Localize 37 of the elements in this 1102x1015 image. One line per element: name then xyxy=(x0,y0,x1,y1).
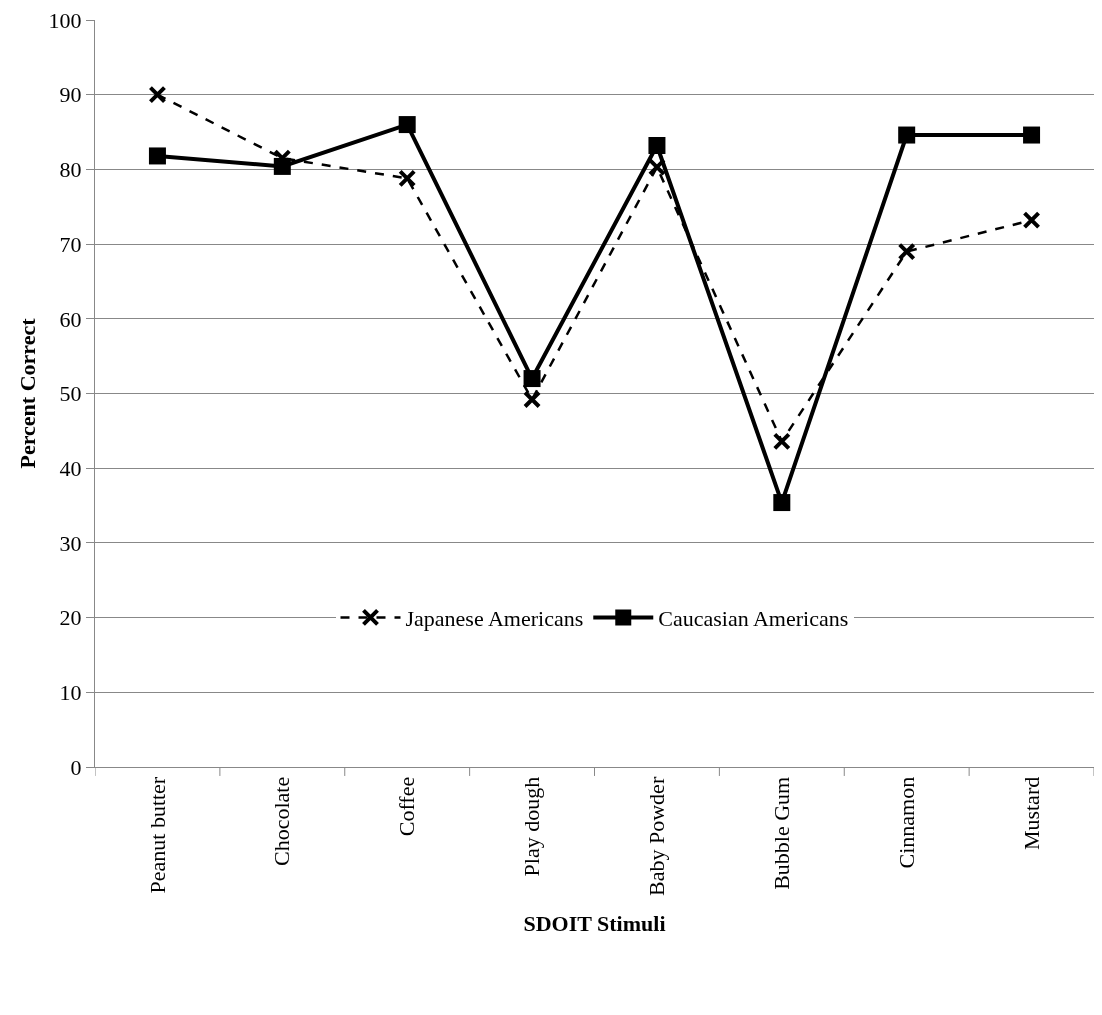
x-tick-label: Bubble Gum xyxy=(768,776,794,890)
point xyxy=(148,85,167,104)
point xyxy=(523,370,541,388)
point xyxy=(1023,126,1041,144)
y-tick-label: 90 xyxy=(59,82,82,108)
y-tick-label: 20 xyxy=(59,605,82,631)
point xyxy=(523,390,542,409)
x-tick-label: Chocolate xyxy=(269,776,295,866)
point xyxy=(773,494,791,512)
point xyxy=(897,242,916,261)
x-axis-title: SDOIT Stimuli xyxy=(523,910,666,936)
x-tick-label: Cinnamon xyxy=(893,776,919,869)
point xyxy=(648,137,666,154)
y-tick-label: 50 xyxy=(59,381,82,407)
point xyxy=(647,158,666,177)
x-tick-label: Coffee xyxy=(394,776,420,837)
point xyxy=(398,116,416,134)
y-tick-label: 100 xyxy=(48,7,82,33)
point xyxy=(398,169,417,188)
x-tick-label: Peanut butter xyxy=(144,776,170,894)
y-tick-label: 10 xyxy=(59,680,82,705)
legend-label: Caucasian Americans xyxy=(658,605,849,631)
point xyxy=(898,126,916,144)
y-axis-title: Percent Correct xyxy=(15,317,41,469)
y-tick-label: 0 xyxy=(70,754,82,780)
point xyxy=(772,432,791,451)
point xyxy=(1022,211,1041,230)
y-tick-label: 40 xyxy=(59,455,82,481)
legend-label: Japanese Americans xyxy=(405,605,584,631)
y-tick-label: 30 xyxy=(59,530,82,556)
y-tick-label: 60 xyxy=(59,306,82,332)
point xyxy=(148,147,166,165)
x-tick-label: Mustard xyxy=(1018,776,1044,851)
y-tick-label: 70 xyxy=(59,231,82,257)
x-tick-label: Baby Powder xyxy=(644,776,670,896)
y-tick-label: 80 xyxy=(59,157,82,183)
x-tick-label: Play dough xyxy=(519,776,545,877)
